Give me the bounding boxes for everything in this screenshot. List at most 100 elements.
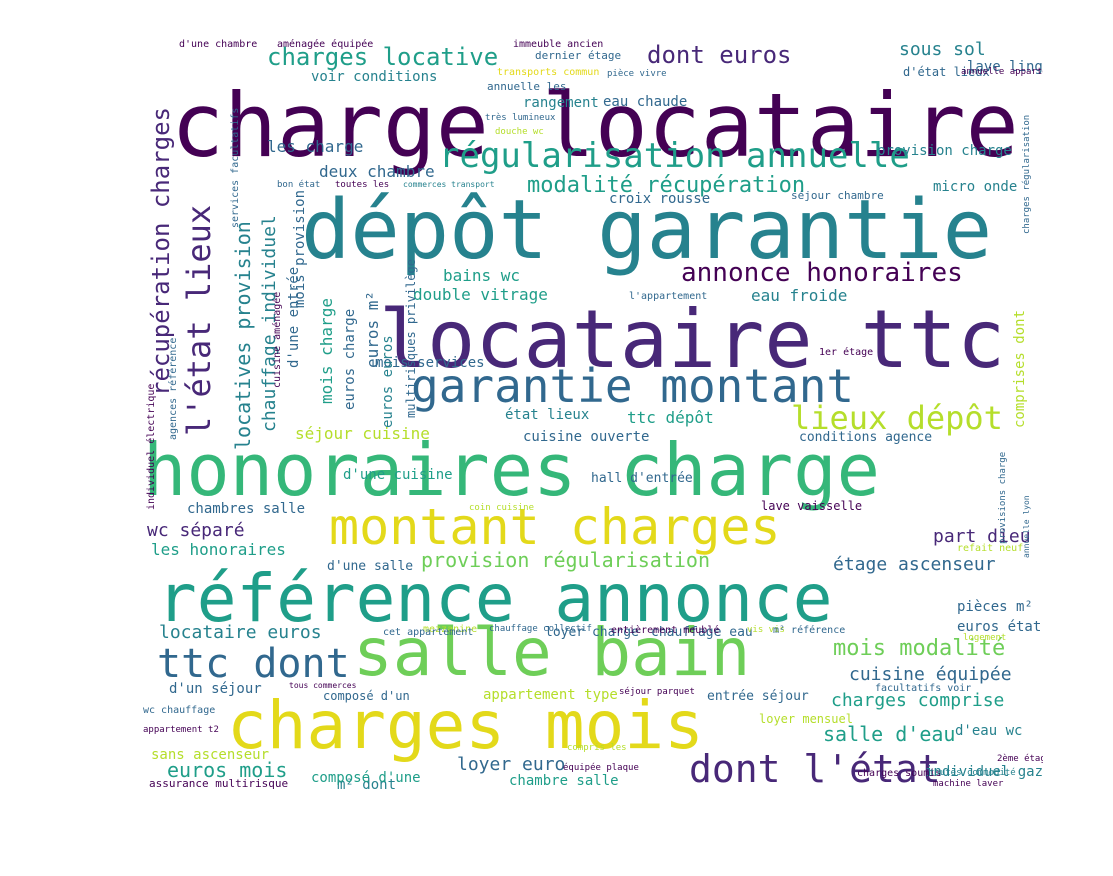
word-96: compris les [567,743,627,753]
word-2: locataire ttc [379,293,1006,386]
word-98: charges soumis [857,768,942,779]
word-37: bains wc [443,266,521,285]
word-17: sous sol [899,39,986,60]
word-9: régularisation annuelle [439,136,910,176]
word-36: double vitrage [413,285,548,304]
vword-6: mois charge [317,298,336,404]
word-97: équipée plaque [563,763,639,773]
word-3: honoraires charge [143,428,880,512]
word-cloud: charge locataire dépôt garantie locataire … [143,38,1043,802]
word-58: composé d'un [323,689,410,703]
vword-1: l'état lieux [180,204,218,436]
word-29: les honoraires [151,540,286,559]
word-40: les charge [267,137,364,156]
word-91: facultatifs voir [875,683,972,694]
word-86: mezzanine [423,624,478,635]
word-49: conditions agence [799,430,933,445]
word-65: d'eau wc [955,723,1023,739]
word-53: loyer charge [545,625,639,640]
word-66: individuel gaz [925,764,1043,780]
word-6: charges mois [227,687,704,764]
word-43: voir conditions [311,69,438,85]
word-32: séjour cuisine [295,424,430,443]
word-45: provision charge [877,143,1012,159]
vword-16: charges régularisation [1022,114,1032,234]
word-100: 2ème étage [997,754,1043,764]
vword-15: agences référence [168,337,179,440]
word-19: mois modalité [833,636,1006,661]
word-44: lave linge [967,59,1043,75]
word-21: charges comprise [831,690,1005,711]
vword-11: comprises dont [1012,309,1028,428]
word-99: machine laver [933,779,1004,789]
vword-2: locatives provision [231,221,255,450]
word-0: charge locataire [171,74,1019,177]
word-15: charges locative [267,43,499,71]
word-61: sans ascenseur [151,747,270,763]
word-92: refait neuf [957,543,1024,554]
word-52: d'une salle [327,559,414,574]
word-4: référence annonce [157,560,833,637]
word-94: cet appartement [383,627,474,638]
word-34: ttc dépôt [627,408,714,427]
word-23: salle d'eau [823,722,956,746]
word-55: euros état [957,619,1042,635]
word-74: 1er étage [819,347,874,358]
word-20: étage ascenseur [833,554,996,575]
word-76: d'une chambre [179,39,258,50]
word-25: euros mois [167,758,288,782]
word-69: annuelle les [487,80,567,93]
word-26: loyer euro [457,754,566,775]
word-84: toutes les [335,180,390,190]
word-50: hall d'entrée [591,471,693,486]
word-79: pièce vivre [607,69,667,79]
word-38: eau froide [751,286,848,305]
word-14: modalité récupération [527,173,806,198]
vword-17: provisions charge [998,451,1008,544]
word-64: chambre salle [509,773,619,789]
word-70: dernier étage [535,49,622,62]
word-39: deux chambre [319,162,435,181]
word-28: wc séparé [147,520,245,541]
word-103: appartement t2 [143,725,219,735]
word-16: dont euros [647,41,792,69]
word-78: transports commun [497,67,600,78]
vword-7: euros charge [342,308,358,410]
word-83: bon état [277,180,321,190]
word-30: chambres salle [187,501,306,517]
word-60: entrée séjour [707,689,809,704]
word-57: d'un séjour [169,681,262,697]
word-56: pièces m² [957,599,1033,615]
word-102: wc chauffage [143,705,216,716]
word-51: lave vaisselle [761,499,863,513]
word-1: dépôt garantie [301,183,993,278]
word-62: m² dont [337,777,397,793]
word-11: dont l'état [689,747,941,791]
word-90: m² référence [773,625,846,636]
word-87: chauffage collectif [489,624,592,634]
word-93: logement [963,633,1007,643]
word-35: état lieux [505,407,590,423]
word-31: d'une cuisine [343,467,453,483]
word-12: ttc dont [157,641,350,687]
word-80: annuelle appartement [961,67,1043,77]
word-104: séjour parquet [619,687,695,697]
word-47: croix rousse [609,191,711,207]
word-95: coin cuisine [469,503,535,513]
word-89: vis vis [747,625,785,635]
word-82: douche wc [495,127,544,137]
word-81: très lumineux [485,113,556,123]
word-7: montant charges [329,498,781,556]
word-77: aménagée équipée [277,39,374,50]
word-54: chauffage eau [651,625,753,640]
word-8: garantie montant [411,359,855,413]
word-42: rangement [523,95,599,111]
word-88: entièrement meublé [611,625,720,636]
word-73: l'appartement [629,291,708,302]
word-48: mois services [375,355,485,371]
word-85: commerces transport [403,180,495,189]
word-33: cuisine ouverte [523,429,650,445]
word-59: appartement type [483,687,618,703]
word-105: tous commerces [289,681,357,690]
word-22: cuisine équipée [849,664,1012,685]
